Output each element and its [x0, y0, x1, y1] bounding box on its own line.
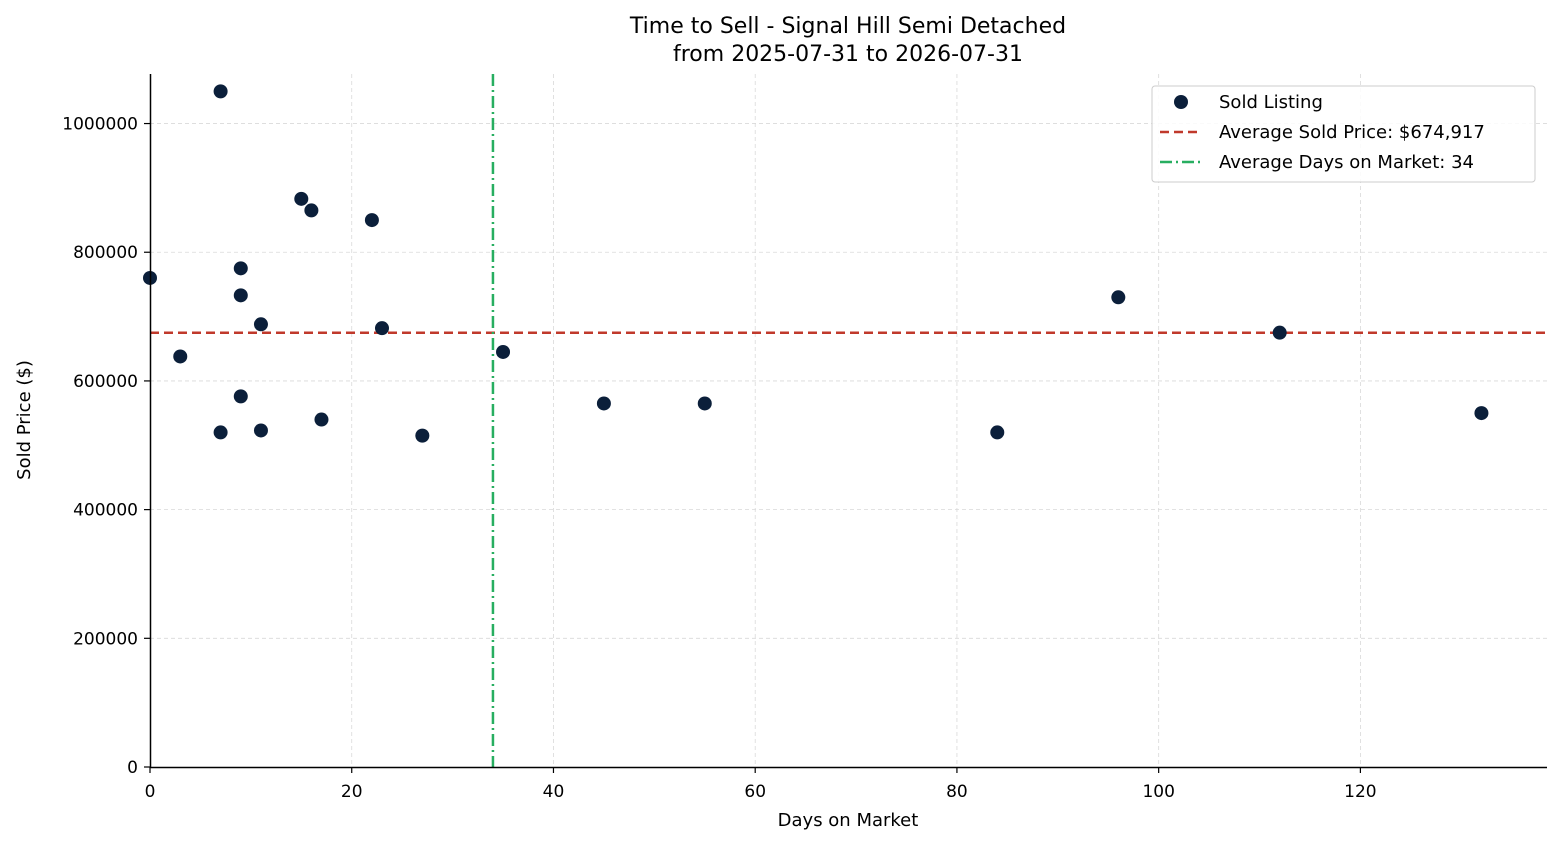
y-tick-label: 200000 [73, 629, 138, 649]
y-tick-label: 0 [127, 758, 138, 778]
data-point [294, 191, 309, 206]
legend-label-average-price: Average Sold Price: $674,917 [1219, 122, 1485, 143]
x-tick-label: 120 [1344, 782, 1376, 802]
data-point [415, 428, 430, 443]
x-tick-label: 0 [145, 782, 156, 802]
data-point [173, 349, 188, 364]
y-axis-ticks: 0 200000 400000 600000 800000 1000000 [62, 115, 150, 778]
legend-marker-sold-listing [1174, 95, 1188, 109]
data-point [253, 317, 268, 332]
x-axis-ticks: 0 20 40 60 80 100 120 [145, 767, 1377, 802]
legend-label-sold-listing: Sold Listing [1219, 92, 1323, 113]
x-axis-label: Days on Market [778, 810, 919, 831]
y-tick-label: 800000 [73, 243, 138, 263]
data-point [233, 288, 248, 303]
chart-title-line2: from 2025-07-31 to 2026-07-31 [673, 42, 1023, 67]
x-tick-label: 20 [341, 782, 363, 802]
data-point [304, 203, 319, 218]
chart-title-line1: Time to Sell - Signal Hill Semi Detached [629, 14, 1066, 39]
data-point [596, 396, 611, 411]
data-point [233, 389, 248, 404]
data-point [697, 396, 712, 411]
data-point [374, 321, 389, 336]
data-point [253, 423, 268, 438]
legend-box [1151, 85, 1536, 183]
x-tick-label: 60 [744, 782, 766, 802]
y-tick-label: 1000000 [62, 115, 138, 135]
data-point [990, 425, 1005, 440]
data-point [1474, 406, 1489, 421]
data-point [314, 412, 329, 427]
data-point [213, 425, 228, 440]
data-point [1272, 325, 1287, 340]
y-tick-label: 600000 [73, 372, 138, 392]
data-point [364, 213, 379, 228]
legend: Sold Listing Average Sold Price: $674,91… [1151, 85, 1536, 183]
y-tick-label: 400000 [73, 501, 138, 521]
x-tick-label: 80 [946, 782, 968, 802]
data-point [496, 344, 511, 359]
data-point [213, 84, 228, 99]
data-point [233, 261, 248, 276]
y-axis-label: Sold Price ($) [14, 360, 35, 480]
data-point [1111, 290, 1126, 305]
legend-label-average-days: Average Days on Market: 34 [1219, 152, 1474, 173]
x-tick-label: 100 [1142, 782, 1174, 802]
x-tick-label: 40 [543, 782, 565, 802]
